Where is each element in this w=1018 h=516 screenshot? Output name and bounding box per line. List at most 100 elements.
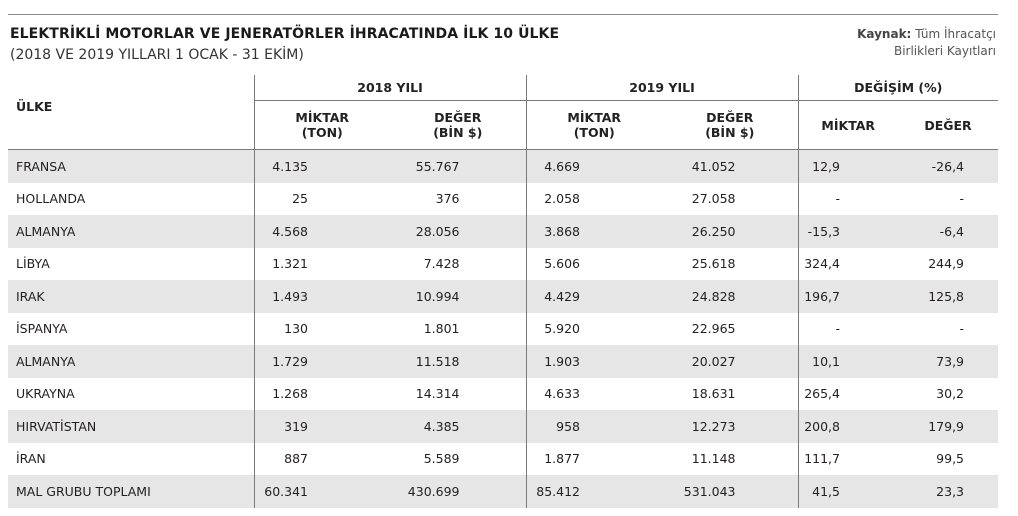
change-deger-cell: -	[959, 321, 965, 337]
table-row: İRAN 887 5.589 1.877 11.148 111,7 99,5	[8, 442, 998, 475]
table-body: FRANSA 4.135 55.767 4.669 41.052 12,9 -26,4 HOL…	[8, 149, 999, 508]
country-cell: MAL GRUBU TOPLAMI	[8, 475, 254, 508]
deger-2018-cell: 430.699	[390, 475, 526, 508]
change-miktar-cell: 265,4	[797, 377, 898, 410]
country-cell: UKRAYNA	[16, 386, 75, 402]
deger-2019-cell: 27.058	[691, 191, 736, 207]
miktar-2018-cell: 319	[253, 410, 390, 443]
change-deger-cell: 244,9	[928, 256, 965, 272]
deger-2019-cell: 25.618	[691, 256, 736, 272]
miktar-2019-cell: 1.877	[525, 442, 662, 475]
change-miktar-cell: -15,3	[797, 215, 898, 248]
change-miktar-cell: 41,5	[797, 475, 898, 508]
country-cell: FRANSA	[8, 149, 254, 183]
change-miktar-cell: -	[797, 182, 898, 215]
miktar-2018-header: MİKTAR (TON)	[253, 100, 390, 150]
group-2018-header: 2018 YILI	[253, 75, 526, 101]
table-title: ELEKTRİKLİ MOTORLAR VE JENERATÖRLER İHRA…	[10, 26, 560, 42]
deger-2019-cell: 20.027	[662, 345, 798, 378]
miktar-2018-cell: 1.493	[253, 280, 390, 313]
deger-2019-cell: 11.148	[691, 451, 736, 467]
change-deger-cell: -6,4	[898, 215, 999, 248]
miktar-2018-label: MİKTAR	[295, 110, 350, 125]
deger-2019-cell: 12.273	[662, 410, 798, 443]
change-miktar-cell: 196,7	[797, 280, 898, 313]
table-row: FRANSA 4.135 55.767 4.669 41.052 12,9 -26,4	[8, 149, 999, 183]
deger-2019-cell: 531.043	[662, 475, 798, 508]
table-row: İSPANYA 130 1.801 5.920 22.965 - -	[8, 312, 998, 345]
miktar-2018-cell: 1.729	[253, 345, 390, 378]
miktar-2018-cell: 130	[253, 312, 390, 345]
change-deger-cell: -26,4	[898, 149, 999, 183]
source-label: Kaynak:	[857, 27, 912, 41]
deger-2018-cell: 5.589	[423, 451, 460, 467]
table-row: IRAK 1.493 10.994 4.429 24.828 196,7 125,8	[8, 280, 999, 313]
export-table: ÜLKE 2018 YILI 2019 YILI DEĞİŞİM (%) MİK…	[8, 75, 999, 508]
change-miktar-cell: 111,7	[797, 442, 898, 475]
miktar-2018-cell: 1.268	[253, 377, 390, 410]
miktar-2019-cell: 4.429	[525, 280, 662, 313]
table-row: LİBYA 1.321 7.428 5.606 25.618 324,4 244,9	[8, 247, 998, 280]
deger-2018-cell: 7.428	[423, 256, 460, 272]
source-note: Kaynak: Tüm İhracatçı Birlikleri Kayıtla…	[857, 26, 996, 60]
change-deger-cell: 23,3	[898, 475, 999, 508]
source-line-2: Birlikleri Kayıtları	[893, 44, 996, 58]
country-cell: HIRVATİSTAN	[8, 410, 254, 443]
miktar-2019-cell: 5.606	[525, 247, 662, 280]
deger-2019-cell: 41.052	[662, 149, 798, 183]
miktar-2019-cell: 1.903	[525, 345, 662, 378]
change-deger-cell: 125,8	[898, 280, 999, 313]
miktar-2019-cell: 2.058	[525, 182, 662, 215]
table-row: UKRAYNA 1.268 14.314 4.633 18.631 265,4 30,2	[8, 377, 998, 410]
deger-2018-label: DEĞER	[434, 110, 482, 125]
country-cell: LİBYA	[16, 256, 50, 272]
group-2019-header: 2019 YILI	[525, 75, 798, 101]
table-head: ÜLKE 2018 YILI 2019 YILI DEĞİŞİM (%) MİK…	[8, 75, 999, 150]
deger-2018-cell: 10.994	[390, 280, 526, 313]
miktar-2019-cell: 4.633	[525, 377, 662, 410]
change-deger-cell: 73,9	[898, 345, 999, 378]
deger-2019-header: DEĞER (BİN $)	[662, 100, 798, 150]
miktar-2019-label: MİKTAR	[567, 110, 622, 125]
change-miktar-cell: 10,1	[797, 345, 898, 378]
deger-2018-cell: 4.385	[390, 410, 526, 443]
group-header-row: ÜLKE 2018 YILI 2019 YILI DEĞİŞİM (%)	[8, 75, 999, 150]
sub-header-row: MİKTAR (TON) DEĞER (BİN $) MİKTAR (TON) DEĞ…	[8, 100, 999, 150]
change-miktar-cell: 12,9	[797, 149, 898, 183]
miktar-2018-cell: 4.135	[253, 149, 390, 183]
miktar-2018-cell: 1.321	[253, 247, 390, 280]
miktar-2019-cell: 3.868	[525, 215, 662, 248]
top-divider	[8, 14, 998, 15]
change-miktar-cell: 200,8	[797, 410, 898, 443]
deger-2019-cell: 22.965	[691, 321, 736, 337]
country-cell: İRAN	[16, 451, 46, 467]
country-cell: ALMANYA	[8, 215, 254, 248]
table-row: HIRVATİSTAN 319 4.385 958 12.273 200,8 179,9	[8, 410, 999, 443]
country-cell: ALMANYA	[8, 345, 254, 378]
group-change-header: DEĞİŞİM (%)	[797, 75, 999, 101]
deger-2019-label: DEĞER	[706, 110, 754, 125]
change-miktar-header: MİKTAR	[797, 100, 898, 150]
miktar-2018-cell: 887	[253, 442, 390, 475]
change-deger-cell: 179,9	[898, 410, 999, 443]
table-subtitle: (2018 VE 2019 YILLARI 1 OCAK - 31 EKİM)	[10, 47, 304, 63]
country-cell: İSPANYA	[16, 321, 68, 337]
miktar-2018-cell: 60.341	[253, 475, 390, 508]
miktar-2018-unit: (TON)	[301, 125, 343, 140]
change-miktar-cell: -	[797, 312, 898, 345]
miktar-2018-cell: 4.568	[253, 215, 390, 248]
table-row: MAL GRUBU TOPLAMI 60.341 430.699 85.412 531.…	[8, 475, 999, 508]
deger-2018-cell: 28.056	[390, 215, 526, 248]
deger-2018-cell: 14.314	[415, 386, 460, 402]
table-row: HOLLANDA 25 376 2.058 27.058 - -	[8, 182, 998, 215]
change-deger-header: DEĞER	[898, 100, 999, 150]
miktar-2019-cell: 4.669	[525, 149, 662, 183]
deger-2019-cell: 24.828	[662, 280, 798, 313]
deger-2018-header: DEĞER (BİN $)	[390, 100, 526, 150]
country-header: ÜLKE	[8, 75, 254, 150]
table-row: ALMANYA 4.568 28.056 3.868 26.250 -15,3 -6,4	[8, 215, 999, 248]
deger-2019-cell: 18.631	[691, 386, 736, 402]
source-line-1: Tüm İhracatçı	[915, 27, 996, 41]
miktar-2019-cell: 85.412	[525, 475, 662, 508]
